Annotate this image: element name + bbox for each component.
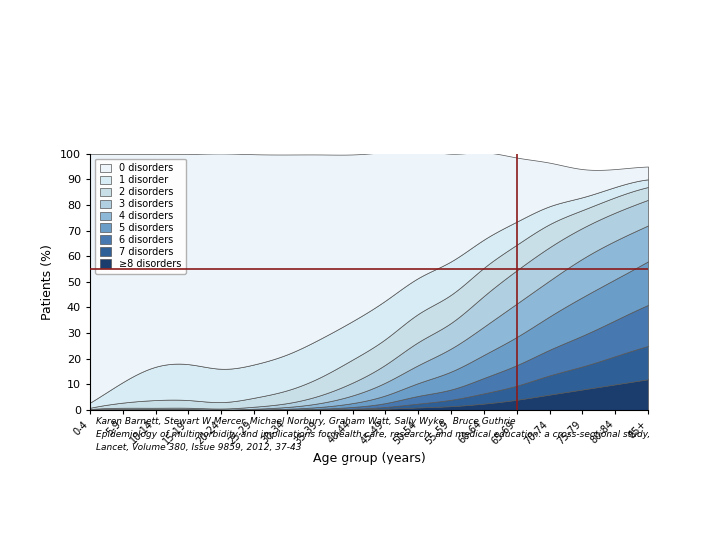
Text: Karen Barnett, Stewart W Mercer, Michael Norbury, Graham Watt, Sally Wyke,  Bruc: Karen Barnett, Stewart W Mercer, Michael… [96,417,515,426]
Y-axis label: Patients (%): Patients (%) [42,244,55,320]
Text: Lancet, Volume 380, Issue 9859, 2012, 37-43: Lancet, Volume 380, Issue 9859, 2012, 37… [96,443,301,452]
Text: Epidemiology of multimorbidity and implications for health care, research, and m: Epidemiology of multimorbidity and impli… [96,430,650,439]
Text: Scotland: prevalence of MM (2+ out of 40 conditions) by: Scotland: prevalence of MM (2+ out of 40… [107,88,720,117]
Text: Background - MM patterns by age: Background - MM patterns by age [228,462,510,476]
Text: age: age [107,136,170,165]
Legend: 0 disorders, 1 disorder, 2 disorders, 3 disorders, 4 disorders, 5 disorders, 6 d: 0 disorders, 1 disorder, 2 disorders, 3 … [95,159,186,274]
X-axis label: Age group (years): Age group (years) [312,452,426,465]
